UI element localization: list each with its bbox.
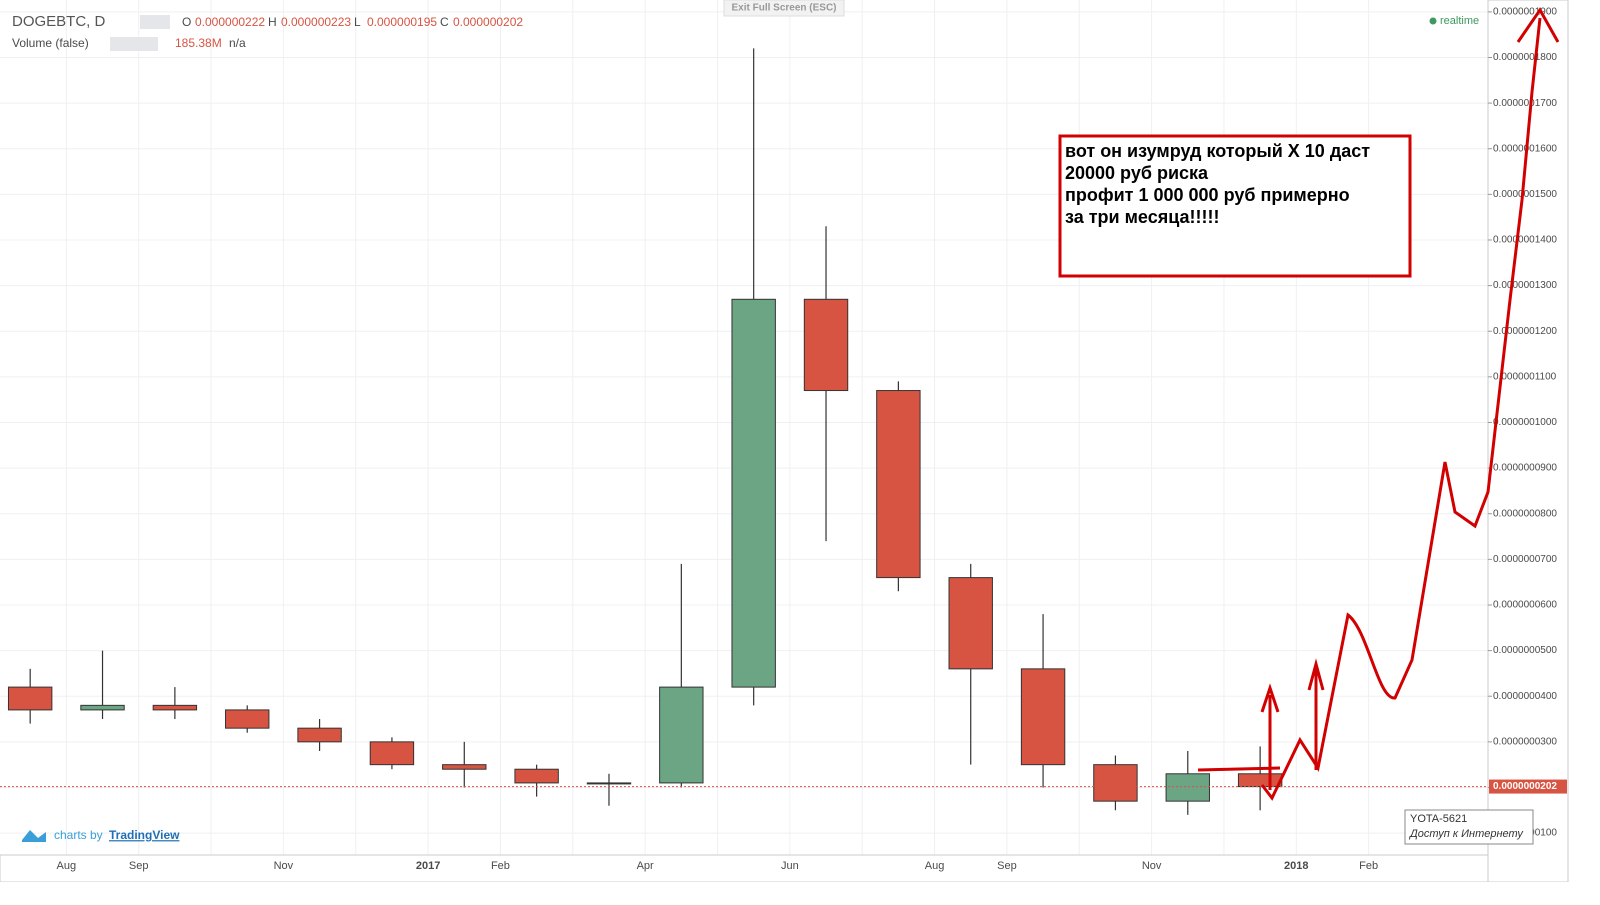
candle-body	[442, 764, 487, 770]
y-tick-label: 0.0000000700	[1493, 554, 1557, 565]
header: DOGEBTC, D O 0.000000222 H 0.000000223 L 0.00…	[12, 13, 523, 51]
candle-body	[803, 298, 849, 392]
forecast-curve	[1260, 7, 1560, 801]
candle-body	[731, 298, 776, 688]
ohlc: O 0.000000222 H 0.000000223 L 0.000000195 C 0.0…	[182, 15, 523, 29]
realtime: realtime	[1440, 15, 1479, 27]
annotation-box	[1058, 134, 1412, 278]
volume-buttons[interactable]	[110, 37, 158, 51]
y-tick-label: 0.0000001600	[1493, 143, 1557, 154]
volume-extra: n/a	[229, 36, 246, 50]
brand-link[interactable]: TradingView	[109, 828, 180, 842]
last-price-label: 0.0000000202	[1493, 781, 1557, 792]
brand-logo[interactable]	[22, 830, 46, 842]
candle-body	[152, 704, 198, 711]
candle-body	[586, 782, 632, 785]
y-tick-label: 0.0000000300	[1493, 736, 1557, 747]
exit-button[interactable]	[723, 0, 845, 17]
y-tick-label: 0.0000000600	[1493, 600, 1557, 611]
header-buttons[interactable]	[140, 15, 170, 29]
ohlc-value: 0.000000202	[453, 15, 523, 29]
y-tick-label: 0.0000001200	[1493, 326, 1557, 337]
volume-value: 185.38M	[175, 36, 222, 50]
candle-body	[948, 577, 993, 670]
ohlc-value: 0.000000195	[367, 15, 437, 29]
candle-body	[1093, 764, 1138, 802]
candle-body	[1237, 773, 1283, 788]
time-axis	[0, 854, 1489, 883]
candle-body	[876, 390, 921, 579]
x-tick-label: Nov	[274, 860, 294, 872]
candle-body	[369, 741, 415, 766]
realtime-dot	[1429, 17, 1437, 25]
candles	[0, 48, 1488, 815]
annotation-line: за три месяца!!!!!	[1065, 207, 1219, 227]
candle-body	[1165, 773, 1210, 802]
y-tick-label: 0.0000001700	[1493, 98, 1557, 109]
candle-body	[7, 686, 53, 711]
x-tick-label: 2018	[1284, 860, 1308, 872]
candle-body	[80, 704, 125, 711]
annotation-line: вот он изумруд который Х 10 даст	[1065, 141, 1370, 161]
ohlc-value: 0.000000223	[281, 15, 351, 29]
x-tick-label: Jun	[781, 860, 799, 872]
x-tick-label: Sep	[129, 860, 149, 872]
axes: 0.00000001000.00000002000.00000003000.00…	[57, 7, 1567, 872]
ohlc-key: O	[182, 15, 191, 29]
x-tick-label: Sep	[997, 860, 1017, 872]
x-tick-label: Aug	[57, 860, 77, 872]
footer	[0, 882, 1600, 900]
ohlc-key: C	[440, 15, 449, 29]
x-tick-label: Aug	[925, 860, 945, 872]
branding: charts by	[54, 828, 103, 842]
x-tick-label: Feb	[491, 860, 510, 872]
tooltip-text: Доступ к Интернету	[1408, 828, 1524, 840]
exit-label[interactable]: Exit Full Screen (ESC)	[731, 3, 836, 14]
ohlc-key: H	[268, 15, 277, 29]
last-price-tag	[1489, 779, 1567, 794]
y-tick-label: 0.0000000400	[1493, 691, 1557, 702]
x-tick-label: Feb	[1359, 860, 1378, 872]
y-tick-label: 0.0000001400	[1493, 235, 1557, 246]
annotation-line: 20000 руб риска	[1065, 163, 1209, 183]
candle-body	[297, 727, 342, 743]
ohlc-value: 0.000000222	[195, 15, 265, 29]
symbol: DOGEBTC, D	[12, 13, 106, 30]
y-tick-label: 0.0000001300	[1493, 280, 1557, 291]
candle-body	[225, 709, 270, 729]
y-tick-label: 0.0000000800	[1493, 508, 1557, 519]
hand-drawing	[1197, 7, 1560, 801]
candle-body	[1020, 668, 1066, 766]
tooltip	[1404, 809, 1534, 845]
y-tick-label: 0.0000001900	[1493, 7, 1557, 18]
y-tick-label: 0.0000001800	[1493, 52, 1557, 63]
y-tick-label: 0.0000001500	[1493, 189, 1557, 200]
y-tick-label: 0.0000001100	[1493, 371, 1557, 382]
candle-body	[659, 686, 704, 784]
x-tick-label: 2017	[416, 860, 440, 872]
y-tick-label: 0.0000001000	[1493, 417, 1557, 428]
ohlc-key: L	[354, 15, 361, 29]
volume-label: Volume (false)	[12, 36, 89, 50]
y-tick-label: 0.0000000500	[1493, 645, 1557, 656]
x-tick-label: Nov	[1142, 860, 1162, 872]
annotation-line: профит 1 000 000 руб примерно	[1065, 185, 1350, 205]
x-tick-label: Apr	[637, 860, 654, 872]
y-tick-label: 0.0000000900	[1493, 463, 1557, 474]
candle-body	[514, 768, 559, 784]
tooltip-title: YOTA-5621	[1410, 813, 1467, 825]
arrows	[1197, 658, 1325, 790]
